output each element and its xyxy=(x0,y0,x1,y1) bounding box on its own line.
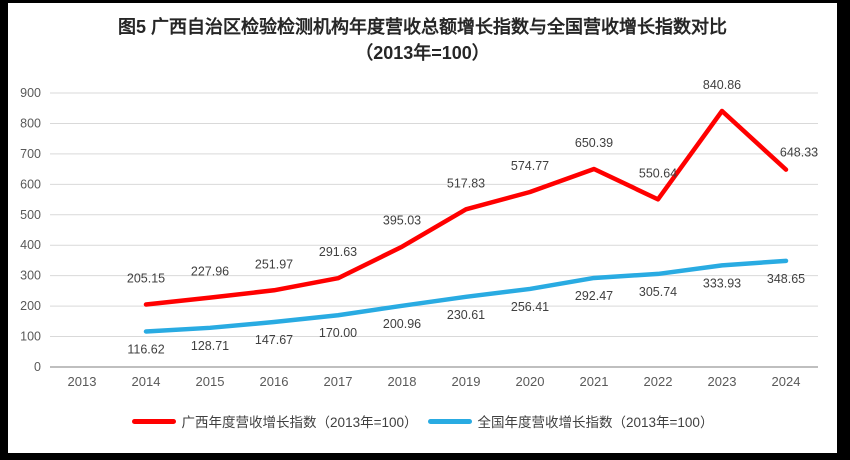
legend-label-national: 全国年度营收增长指数（2013年=100） xyxy=(477,415,714,430)
x-tick-label: 2014 xyxy=(132,374,161,389)
series-line-national xyxy=(143,258,789,334)
data-label-guangxi: 517.83 xyxy=(447,176,485,190)
chart-title: 图5 广西自治区检验检测机构年度营收总额增长指数与全国营收增长指数对比（2013… xyxy=(117,17,727,64)
data-label-guangxi: 648.33 xyxy=(780,146,818,160)
data-label-guangxi: 251.97 xyxy=(255,257,293,271)
data-label-national: 333.93 xyxy=(703,276,741,290)
y-tick-label: 600 xyxy=(20,177,41,191)
guangxi-line-marker-icon xyxy=(131,418,176,424)
series-line-guangxi xyxy=(143,108,789,307)
legend-label-guangxi: 广西年度营收增长指数（2013年=100） xyxy=(181,415,418,430)
data-label-national: 230.61 xyxy=(447,308,485,322)
data-label-guangxi: 205.15 xyxy=(127,272,165,286)
x-tick-label: 2022 xyxy=(644,374,673,389)
x-tick-label: 2013 xyxy=(68,374,97,389)
data-label-national: 305.74 xyxy=(639,285,677,299)
legend-item-national: 全国年度营收增长指数（2013年=100） xyxy=(427,411,714,431)
x-tick-label: 2018 xyxy=(388,374,417,389)
data-label-guangxi: 291.63 xyxy=(319,245,357,259)
legend-item-guangxi: 广西年度营收增长指数（2013年=100） xyxy=(131,411,418,431)
data-label-guangxi: 840.86 xyxy=(703,78,741,92)
data-label-national: 128.71 xyxy=(191,339,229,353)
data-label-guangxi: 550.64 xyxy=(639,166,677,180)
data-label-national: 292.47 xyxy=(575,289,613,303)
y-tick-label: 900 xyxy=(20,86,41,100)
data-label-national: 116.62 xyxy=(127,342,164,356)
data-label-guangxi: 395.03 xyxy=(383,214,421,228)
y-tick-label: 0 xyxy=(34,360,41,374)
x-tick-label: 2023 xyxy=(708,374,737,389)
national-line-marker-icon xyxy=(427,418,472,424)
y-tick-label: 200 xyxy=(20,299,41,313)
y-tick-label: 100 xyxy=(20,330,41,344)
data-label-national: 147.67 xyxy=(255,333,293,347)
x-tick-label: 2015 xyxy=(196,374,225,389)
y-tick-label: 800 xyxy=(20,116,41,130)
y-tick-label: 700 xyxy=(20,147,41,161)
data-label-guangxi: 574.77 xyxy=(511,159,549,173)
y-tick-label: 500 xyxy=(20,208,41,222)
data-label-guangxi: 650.39 xyxy=(575,136,613,150)
y-tick-label: 400 xyxy=(20,238,41,252)
data-label-national: 256.41 xyxy=(511,300,549,314)
data-label-national: 170.00 xyxy=(319,326,357,340)
data-label-guangxi: 227.96 xyxy=(191,265,229,279)
x-tick-label: 2021 xyxy=(580,374,609,389)
x-tick-label: 2024 xyxy=(772,374,801,389)
x-tick-label: 2017 xyxy=(324,374,353,389)
x-tick-label: 2016 xyxy=(260,374,289,389)
x-tick-label: 2019 xyxy=(452,374,481,389)
data-label-national: 348.65 xyxy=(767,272,805,286)
data-label-national: 200.96 xyxy=(383,317,421,331)
y-tick-label: 300 xyxy=(20,269,41,283)
chart-legend: 广西年度营收增长指数（2013年=100） 全国年度营收增长指数（2013年=1… xyxy=(8,407,837,435)
figure-inner: 图5 广西自治区检验检测机构年度营收总额增长指数与全国营收增长指数对比（2013… xyxy=(8,3,837,453)
line-chart-canvas: 0 100 200 300 400 500 600 700 800 900 2013 2014 2015… xyxy=(20,78,818,389)
x-tick-label: 2020 xyxy=(516,374,545,389)
